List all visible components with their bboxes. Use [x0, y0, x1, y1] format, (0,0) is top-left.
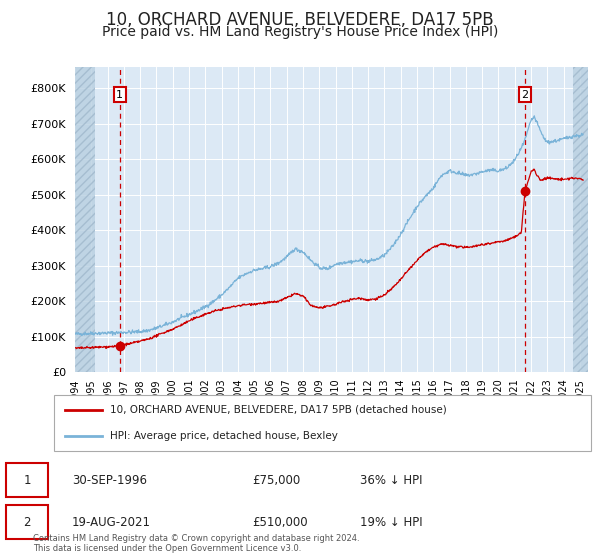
- Text: 2: 2: [23, 516, 31, 529]
- Text: £75,000: £75,000: [252, 474, 300, 487]
- Text: Contains HM Land Registry data © Crown copyright and database right 2024.
This d: Contains HM Land Registry data © Crown c…: [33, 534, 359, 553]
- Text: 10, ORCHARD AVENUE, BELVEDERE, DA17 5PB (detached house): 10, ORCHARD AVENUE, BELVEDERE, DA17 5PB …: [110, 405, 447, 415]
- Text: 36% ↓ HPI: 36% ↓ HPI: [360, 474, 422, 487]
- Text: 10, ORCHARD AVENUE, BELVEDERE, DA17 5PB: 10, ORCHARD AVENUE, BELVEDERE, DA17 5PB: [106, 11, 494, 29]
- Bar: [75, 67, 95, 372]
- Text: Price paid vs. HM Land Registry's House Price Index (HPI): Price paid vs. HM Land Registry's House …: [102, 25, 498, 39]
- Text: 30-SEP-1996: 30-SEP-1996: [72, 474, 147, 487]
- Bar: [572, 67, 588, 372]
- Text: £510,000: £510,000: [252, 516, 308, 529]
- Text: 1: 1: [23, 474, 31, 487]
- FancyBboxPatch shape: [54, 395, 591, 451]
- Text: 1: 1: [116, 90, 123, 100]
- Text: 2: 2: [521, 90, 529, 100]
- Text: 19-AUG-2021: 19-AUG-2021: [72, 516, 151, 529]
- Text: 19% ↓ HPI: 19% ↓ HPI: [360, 516, 422, 529]
- Text: HPI: Average price, detached house, Bexley: HPI: Average price, detached house, Bexl…: [110, 431, 338, 441]
